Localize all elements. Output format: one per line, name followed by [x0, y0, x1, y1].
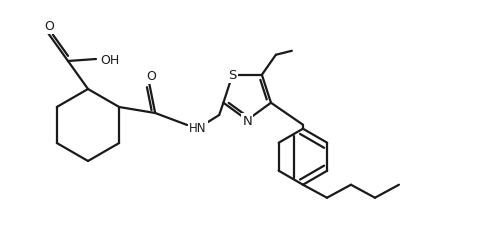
Text: S: S	[228, 69, 237, 82]
Text: HN: HN	[189, 121, 207, 134]
Text: O: O	[146, 70, 156, 83]
Text: O: O	[44, 20, 54, 33]
Text: OH: OH	[100, 53, 120, 66]
Text: N: N	[243, 115, 252, 128]
